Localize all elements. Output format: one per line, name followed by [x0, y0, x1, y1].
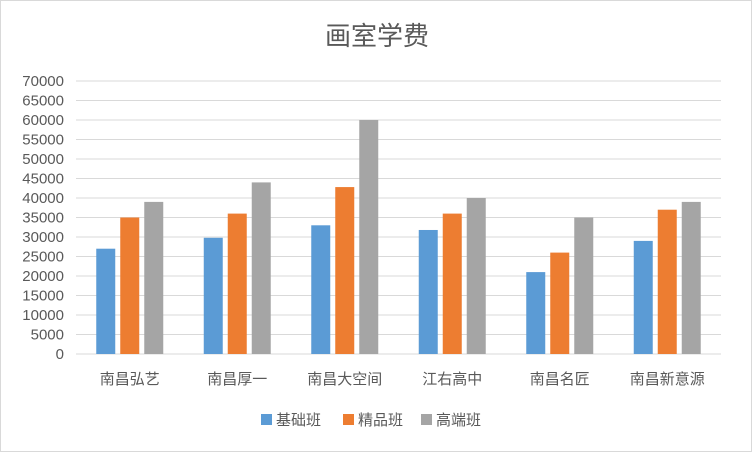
y-tick-label: 0	[56, 346, 64, 363]
legend-label: 精品班	[358, 411, 403, 429]
legend-swatch	[261, 414, 272, 425]
y-tick-label: 55000	[22, 132, 64, 149]
bar	[251, 182, 271, 354]
legend-swatch	[343, 414, 354, 425]
legend: 基础班 精品班 高端班	[261, 411, 481, 429]
bar	[657, 209, 677, 354]
y-tick-label: 60000	[22, 112, 64, 129]
bar	[574, 217, 594, 354]
y-tick-label: 50000	[22, 151, 64, 168]
x-category-label: 南昌大空间	[307, 370, 382, 388]
bar	[120, 217, 140, 354]
bar	[466, 198, 486, 354]
bar	[442, 213, 462, 354]
x-axis-categories: 南昌弘艺 南昌厚一 南昌大空间 江右高中 南昌名匠 南昌新意源	[100, 370, 705, 388]
bar	[311, 225, 331, 354]
y-tick-label: 20000	[22, 268, 64, 285]
y-tick-label: 30000	[22, 229, 64, 246]
bar	[550, 252, 570, 354]
x-category-label: 南昌名匠	[530, 370, 590, 388]
y-tick-label: 5000	[31, 327, 64, 344]
legend-label: 高端班	[436, 411, 481, 429]
x-category-label: 南昌厚一	[207, 370, 267, 388]
bar	[526, 272, 546, 354]
x-category-label: 南昌弘艺	[100, 370, 160, 388]
y-tick-label: 45000	[22, 171, 64, 188]
x-category-label: 南昌新意源	[630, 370, 705, 388]
bar	[144, 201, 164, 354]
bars	[96, 120, 701, 354]
bar	[359, 120, 379, 354]
bar	[633, 240, 653, 354]
bar	[227, 213, 247, 354]
y-tick-label: 35000	[22, 210, 64, 227]
bar	[96, 248, 116, 354]
bar	[335, 187, 355, 354]
bar	[418, 229, 438, 354]
y-axis-ticks: 0 5000 10000 15000 20000 25000 30000 35000 40000…	[22, 73, 64, 363]
bar	[681, 201, 701, 354]
legend-swatch	[421, 414, 432, 425]
legend-label: 基础班	[276, 411, 321, 429]
y-tick-label: 40000	[22, 190, 64, 207]
bar	[203, 237, 223, 354]
y-tick-label: 25000	[22, 249, 64, 266]
x-category-label: 江右高中	[422, 370, 482, 388]
y-tick-label: 65000	[22, 93, 64, 110]
y-tick-label: 70000	[22, 73, 64, 90]
y-tick-label: 10000	[22, 307, 64, 324]
y-tick-label: 15000	[22, 288, 64, 305]
gridlines	[76, 80, 721, 355]
chart-title: 画室学费	[325, 22, 429, 52]
